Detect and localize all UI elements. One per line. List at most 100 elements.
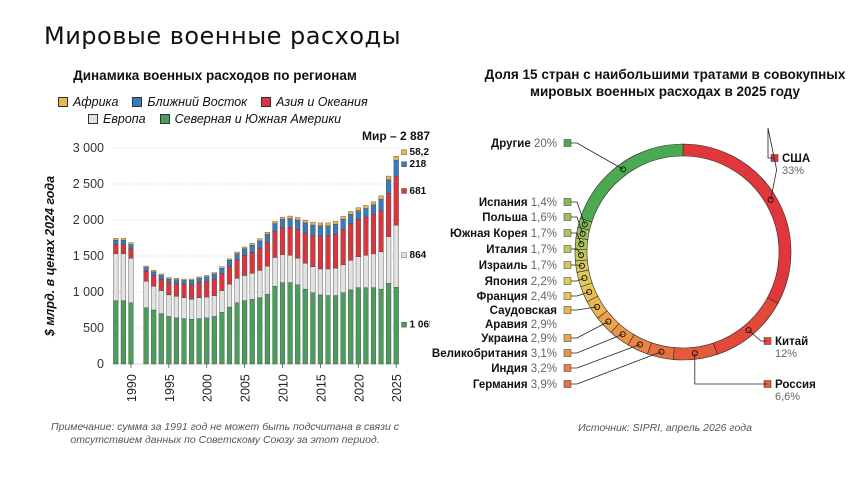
- callout-label: Италия 1,7%: [486, 244, 557, 256]
- bar-segment: [355, 207, 361, 211]
- bar-segment: [128, 242, 134, 245]
- world-total-label: Мир – 2 887: [362, 129, 430, 143]
- bar-segment: [310, 221, 316, 226]
- callout-swatch: [563, 139, 572, 147]
- bar-segment: [166, 277, 172, 280]
- callout-label: Израиль 1,7%: [479, 260, 557, 272]
- bar-segment: [279, 216, 286, 220]
- legend-swatch-africa: [58, 97, 68, 107]
- callout-label: Германия 3,9%: [473, 379, 557, 391]
- bar-segment: [173, 278, 179, 280]
- bar-segment: [325, 222, 331, 226]
- end-label-middle_east: 218: [410, 159, 427, 170]
- end-label-asia: 681: [410, 186, 427, 197]
- bar-segment: [287, 215, 293, 219]
- bar-segment: [120, 238, 126, 241]
- callout-line: [571, 216, 584, 234]
- callout-dot: [581, 275, 588, 282]
- callout-dot: [620, 166, 627, 173]
- callout-dot: [581, 221, 588, 228]
- bar-segment: [234, 251, 240, 255]
- bar-segment: [348, 211, 354, 215]
- bar-segment: [242, 246, 248, 249]
- donut-slice: [647, 342, 675, 360]
- bar-segment: [363, 205, 369, 209]
- callout-label: Китай: [775, 336, 808, 348]
- legend-item-americas: Северная и Южная Америки: [159, 112, 342, 126]
- end-label-swatch: [401, 321, 407, 328]
- callout-line: [571, 232, 582, 245]
- y-tick-label: 1 500: [73, 249, 104, 263]
- callout-dot: [658, 348, 665, 355]
- end-label-swatch: [401, 149, 407, 155]
- bar-segment: [113, 238, 119, 241]
- source-note: Источник: SIPRI, апрель 2026 года: [578, 422, 752, 434]
- callout-dot: [578, 241, 585, 248]
- bar-segment: [295, 217, 301, 221]
- callout-dot: [578, 262, 585, 269]
- y-tick-label: 500: [83, 321, 104, 335]
- callout-value: 6,6%: [775, 391, 800, 403]
- callout-line: [571, 291, 590, 297]
- callout-swatch: [563, 245, 572, 253]
- bar-segment: [181, 278, 187, 281]
- callout-line: [748, 329, 767, 342]
- x-tick-label: 2015: [314, 374, 328, 402]
- x-tick-label: 2020: [352, 374, 366, 402]
- callout-swatch: [563, 306, 572, 314]
- callout-dot: [605, 318, 612, 325]
- x-tick-label: 2005: [239, 374, 253, 402]
- bar-segment: [378, 195, 384, 200]
- bar-segment: [264, 232, 270, 235]
- legend-item-middle-east: Ближний Восток: [132, 95, 247, 109]
- y-tick-label: 1 000: [73, 285, 104, 299]
- end-label-europe: 864: [410, 250, 427, 261]
- donut-slice: [574, 249, 588, 262]
- callout-swatch: [563, 261, 572, 269]
- callout-label: Испания 1,4%: [479, 197, 557, 209]
- callout-line: [571, 306, 598, 311]
- bar-chart-note: Примечание: сумма за 1991 год не может б…: [50, 421, 400, 446]
- bar-segment: [386, 175, 392, 180]
- bar-segment: [226, 258, 233, 261]
- callout-label: Украина 2,9%: [481, 333, 557, 345]
- legend-label-americas: Северная и Южная Америки: [174, 112, 342, 126]
- legend-item-asia: Азия и Океания: [261, 95, 368, 109]
- legend-label-middle-east: Ближний Восток: [147, 95, 248, 109]
- donut-slice: [575, 259, 590, 273]
- x-tick-label: 2025: [390, 374, 404, 402]
- bar-chart: 0 500 1 000 1 500 2 000 2 500 3 000 $ млрд. в ц…: [43, 129, 430, 402]
- bar-segment: [211, 272, 217, 275]
- legend-item-europe: Европа: [88, 112, 146, 126]
- bar-segment: [302, 219, 308, 224]
- callout-dot: [577, 251, 585, 259]
- callout-label: Россия: [775, 379, 816, 391]
- legend-label-asia: Азия и Океания: [276, 95, 368, 109]
- bar-segment: [151, 270, 157, 273]
- callout-line: [571, 264, 583, 267]
- end-label-swatch: [401, 188, 407, 194]
- callout-line: [571, 142, 624, 170]
- bar-chart-title: Динамика военных расходов по регионам: [73, 68, 357, 83]
- callout-dot: [745, 327, 752, 334]
- x-tick-label: 2000: [201, 374, 215, 402]
- callout-line: [571, 351, 662, 385]
- bar-chart-legend: Африка Ближний Восток Азия и Океания Евр…: [58, 95, 418, 129]
- bar-segment: [257, 238, 263, 242]
- y-tick-label: 0: [97, 357, 104, 371]
- callout-label: Франция 2,4%: [477, 291, 557, 303]
- callout-label: Япония 2,2%: [485, 276, 557, 288]
- end-label-americas: 1 065: [410, 320, 430, 331]
- bar-segment: [219, 266, 225, 269]
- bar-segment: [333, 221, 339, 225]
- donut-slice: [580, 143, 684, 223]
- donut-slice: [713, 297, 779, 355]
- callout-swatch: [563, 229, 572, 237]
- callout-line: [767, 127, 778, 200]
- donut-slice: [682, 143, 792, 304]
- page-title: Мировые военные расходы: [44, 22, 402, 50]
- callout-label: Польша 1,6%: [482, 212, 557, 224]
- callout-label: Южная Корея 1,7%: [450, 228, 557, 240]
- callout-line: [571, 344, 641, 369]
- bar-segment: [189, 278, 195, 281]
